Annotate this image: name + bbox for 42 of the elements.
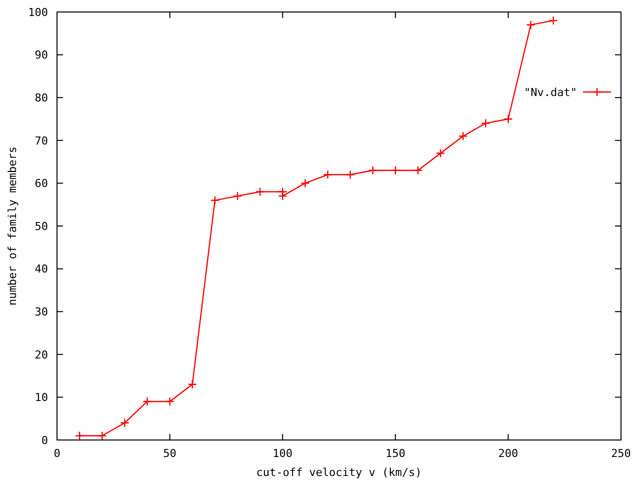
y-tick-label: 60 <box>34 177 48 190</box>
y-axis-title: number of family members <box>6 146 19 306</box>
point <box>232 191 242 201</box>
point <box>390 166 400 175</box>
y-tick-label: 50 <box>34 220 48 233</box>
y-tick-label: 10 <box>34 391 48 404</box>
x-tick-label: 0 <box>54 447 60 460</box>
point <box>323 170 332 180</box>
y-tick-label: 40 <box>34 262 48 276</box>
point <box>548 16 558 26</box>
x-tick-label: 200 <box>498 447 518 460</box>
point <box>255 187 265 196</box>
point <box>436 148 446 158</box>
point <box>74 431 84 440</box>
point <box>120 418 130 428</box>
point <box>165 396 174 406</box>
x-axis-title: cut-off velocity v (km/s) <box>256 466 422 479</box>
point <box>300 178 310 188</box>
point <box>368 166 378 175</box>
y-tick-label: 100 <box>28 6 48 19</box>
point <box>188 380 197 389</box>
point <box>142 396 152 406</box>
y-tick-label: 30 <box>34 305 48 318</box>
point <box>210 196 220 205</box>
x-tick-label: 50 <box>163 447 176 460</box>
x-tick-label: 150 <box>385 447 406 460</box>
point <box>346 170 355 180</box>
point <box>526 20 536 30</box>
legend-label: "Nv.dat" <box>524 86 577 99</box>
y-tick-label: 70 <box>34 134 48 148</box>
point <box>278 191 288 201</box>
y-tick-label: 20 <box>34 348 48 362</box>
x-tick-label: 100 <box>272 447 293 460</box>
point <box>504 114 513 124</box>
point <box>458 132 468 141</box>
point <box>413 166 423 175</box>
y-tick-label: 90 <box>34 48 48 62</box>
y-tick-label: 0 <box>41 434 48 447</box>
y-tick-label: 80 <box>34 91 48 104</box>
point <box>98 431 107 440</box>
x-tick-label: 250 <box>611 447 631 460</box>
point <box>481 118 490 128</box>
